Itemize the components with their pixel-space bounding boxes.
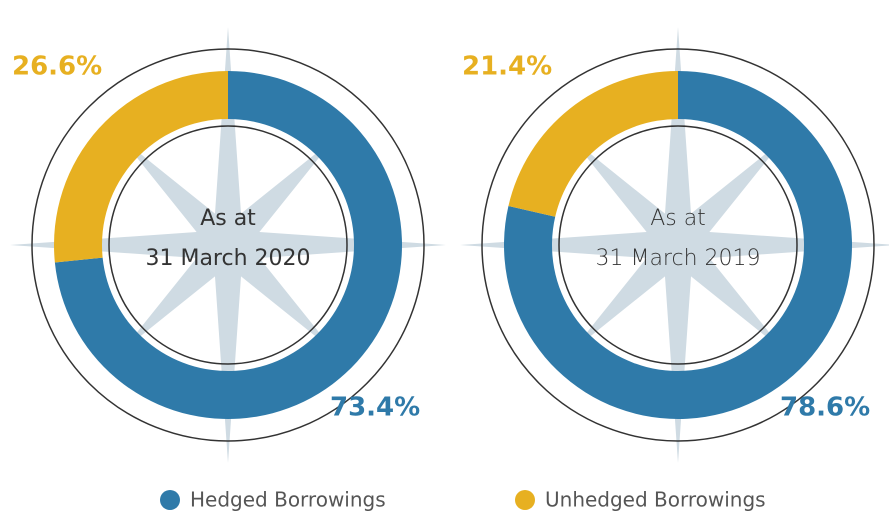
donut-segment bbox=[508, 71, 678, 217]
center-label: 31 March 2019 bbox=[595, 246, 760, 271]
compass-star bbox=[10, 27, 446, 463]
compass-star bbox=[460, 27, 889, 463]
center-label: 31 March 2020 bbox=[145, 246, 310, 271]
inner-ring bbox=[108, 125, 348, 365]
value-label: 21.4% bbox=[462, 52, 552, 82]
legend-label: Hedged Borrowings bbox=[190, 488, 386, 512]
donut-segment bbox=[53, 71, 228, 263]
value-label: 73.4% bbox=[330, 393, 420, 423]
value-label: 78.6% bbox=[780, 393, 870, 423]
center-label: As at bbox=[650, 206, 706, 231]
legend-label: Unhedged Borrowings bbox=[545, 488, 766, 512]
center-label: As at bbox=[200, 206, 256, 231]
legend-swatch bbox=[160, 490, 180, 510]
outer-ring bbox=[481, 48, 875, 442]
outer-ring bbox=[31, 48, 425, 442]
legend-swatch bbox=[515, 490, 535, 510]
inner-ring bbox=[558, 125, 798, 365]
value-label: 26.6% bbox=[12, 52, 102, 82]
